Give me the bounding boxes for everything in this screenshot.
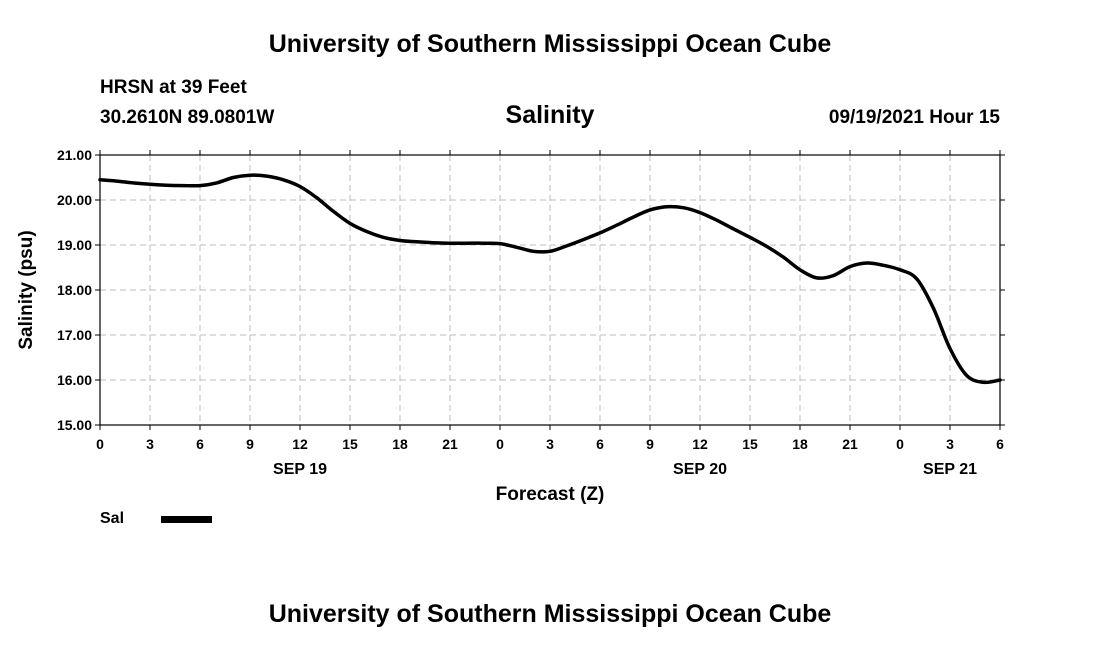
header-title: University of Southern Mississippi Ocean… (268, 30, 832, 58)
footer-title: University of Southern Mississippi Ocean… (268, 600, 832, 628)
day-label: SEP 20 (673, 461, 727, 478)
y-axis-label: Salinity (psu) (16, 230, 37, 349)
plot-frame (99, 154, 1001, 426)
x-tick-label: 15 (742, 436, 758, 452)
station-coordinates: 30.2610N 89.0801W (100, 107, 275, 128)
x-tick-label: 6 (596, 436, 604, 452)
x-tick-label: 21 (442, 436, 458, 452)
chart-title: Salinity (505, 101, 595, 129)
x-tick-label: 6 (996, 436, 1004, 452)
y-tick-label: 20.00 (57, 192, 92, 208)
x-tick-label: 0 (496, 436, 504, 452)
station-name: HRSN at 39 Feet (100, 77, 247, 98)
x-tick-label: 9 (646, 436, 654, 452)
x-tick-label: 3 (146, 436, 154, 452)
day-label: SEP 19 (273, 461, 327, 478)
y-tick-label: 16.00 (57, 372, 92, 388)
valid-time: 09/19/2021 Hour 15 (828, 107, 1000, 128)
day-label: SEP 21 (923, 461, 977, 478)
x-tick-label: 3 (946, 436, 954, 452)
x-tick-label: 18 (792, 436, 808, 452)
y-axis: 15.00 16.00 17.00 18.00 19.00 20.00 21.00 (57, 147, 1005, 433)
x-tick-label: 21 (842, 436, 858, 452)
x-axis-label: Forecast (Z) (496, 484, 605, 505)
x-tick-label: 0 (96, 436, 104, 452)
x-tick-label: 9 (246, 436, 254, 452)
x-tick-label: 3 (546, 436, 554, 452)
x-axis: 0 3 6 9 12 15 18 21 0 3 6 9 12 15 18 21 0 3 6 SEP 19 SEP 20 S… (96, 150, 1004, 478)
x-tick-label: 0 (896, 436, 904, 452)
x-tick-label: 6 (196, 436, 204, 452)
y-tick-label: 21.00 (57, 147, 92, 163)
grid (100, 155, 1000, 425)
y-tick-label: 17.00 (57, 327, 92, 343)
x-tick-label: 12 (692, 436, 708, 452)
series-line-sal (98, 173, 1002, 385)
x-tick-label: 18 (392, 436, 408, 452)
legend-swatch (161, 516, 212, 523)
y-tick-label: 15.00 (57, 417, 92, 433)
y-tick-label: 19.00 (57, 237, 92, 253)
x-tick-label: 12 (292, 436, 308, 452)
x-tick-label: 15 (342, 436, 358, 452)
legend-label: Sal (100, 510, 125, 527)
y-tick-label: 18.00 (57, 282, 92, 298)
